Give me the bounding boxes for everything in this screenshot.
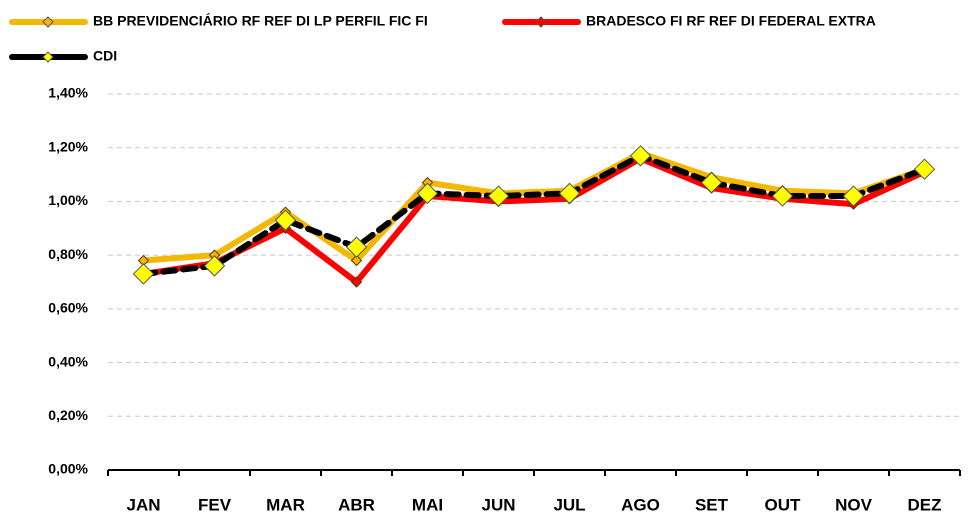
y-tick-label: 0,80%: [48, 246, 88, 262]
x-tick-label: JUN: [481, 495, 515, 514]
x-tick-label: AGO: [621, 495, 660, 514]
marker: [274, 209, 297, 231]
y-tick-label: 1,40%: [48, 85, 88, 101]
x-tick-label: NOV: [835, 495, 873, 514]
x-tick-label: FEV: [198, 495, 232, 514]
marker: [771, 185, 794, 207]
marker: [629, 145, 652, 167]
marker: [913, 158, 936, 180]
marker: [132, 263, 155, 285]
marker: [350, 276, 363, 288]
legend-label: BB PREVIDENCIÁRIO RF REF DI LP PERFIL FI…: [93, 13, 428, 29]
x-tick-label: MAI: [412, 495, 443, 514]
marker: [350, 254, 363, 267]
marker: [842, 185, 865, 207]
y-tick-label: 0,40%: [48, 353, 88, 369]
legend-marker: [42, 16, 54, 28]
x-tick-label: OUT: [765, 495, 802, 514]
marker: [487, 185, 510, 207]
legend-label: BRADESCO FI RF REF DI FEDERAL EXTRA: [586, 13, 876, 29]
series-line: [143, 155, 926, 285]
series-line: [143, 150, 926, 264]
x-tick-label: SET: [695, 495, 729, 514]
x-tick-label: DEZ: [908, 495, 942, 514]
legend-marker: [42, 51, 54, 63]
legend-label: CDI: [93, 48, 117, 64]
x-tick-label: ABR: [338, 495, 375, 514]
y-tick-label: 0,20%: [48, 407, 88, 423]
marker: [203, 255, 226, 277]
marker: [558, 182, 581, 205]
marker: [345, 236, 368, 258]
y-tick-label: 1,00%: [48, 192, 88, 208]
x-tick-label: JUL: [553, 495, 585, 514]
y-tick-label: 0,00%: [48, 461, 88, 477]
marker: [416, 182, 439, 205]
legend-marker: [535, 16, 547, 28]
marker: [700, 171, 723, 194]
x-tick-label: JAN: [126, 495, 160, 514]
series-line: [140, 152, 928, 277]
y-tick-label: 0,60%: [48, 300, 88, 316]
y-tick-label: 1,20%: [48, 138, 88, 154]
x-tick-label: MAR: [266, 495, 305, 514]
